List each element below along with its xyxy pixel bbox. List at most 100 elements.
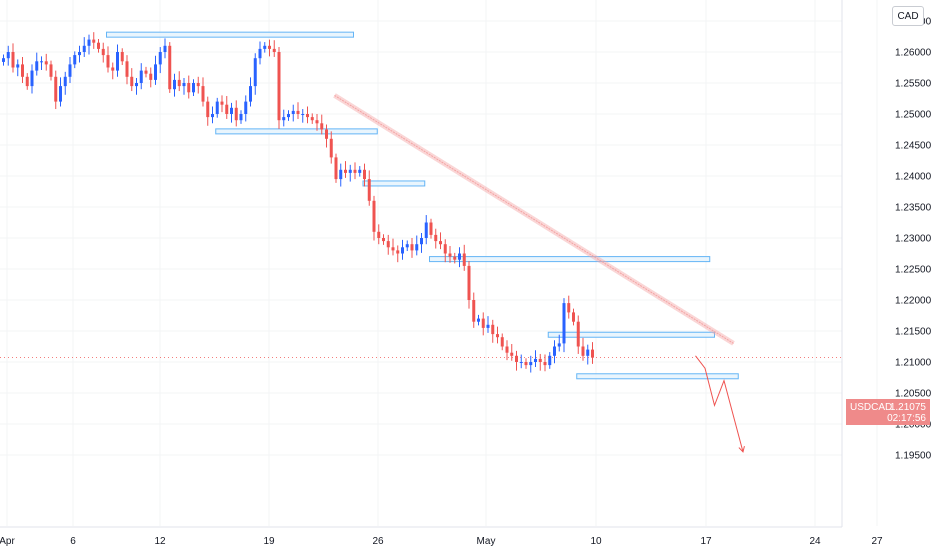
candle-body xyxy=(576,321,580,347)
candle-body xyxy=(139,70,143,83)
y-tick-label: 1.25000 xyxy=(895,110,932,121)
candle-body xyxy=(154,64,157,80)
y-tick-label: 1.24000 xyxy=(895,172,932,183)
candle-body xyxy=(215,101,219,114)
candle-body xyxy=(220,101,224,105)
candle-body xyxy=(557,343,561,347)
candle-body xyxy=(177,79,181,87)
candle-body xyxy=(59,86,62,102)
candle-body xyxy=(21,64,24,77)
candle-body xyxy=(234,107,238,121)
candle-body xyxy=(158,52,162,65)
candle-body xyxy=(187,83,191,93)
candle-body xyxy=(206,101,210,118)
candle-body xyxy=(287,114,290,118)
candle-body xyxy=(334,157,338,180)
candle-body xyxy=(396,250,400,254)
candle-body xyxy=(567,303,571,313)
candle-body xyxy=(149,73,153,80)
candle-body xyxy=(553,346,556,356)
sr-zone xyxy=(576,373,739,380)
candle-body xyxy=(30,70,34,87)
candle-body xyxy=(496,334,499,338)
candle-body xyxy=(211,114,214,118)
y-tick-label: 1.26000 xyxy=(895,48,932,59)
candle-body xyxy=(201,86,205,102)
y-tick-label: 1.25500 xyxy=(895,79,932,90)
y-tick-label: 1.19500 xyxy=(895,451,932,462)
candle-body xyxy=(301,114,305,115)
candle-body xyxy=(111,67,115,71)
candle-body xyxy=(543,362,547,366)
candle-body xyxy=(358,169,362,173)
y-tick-label: 1.22000 xyxy=(895,296,932,307)
candle-body xyxy=(244,101,248,114)
y-tick-label: 1.20000 xyxy=(895,420,932,431)
candle-body xyxy=(192,83,195,93)
projection-line xyxy=(695,355,744,453)
candle-body xyxy=(515,355,518,362)
candle-body xyxy=(462,253,466,266)
sr-zone xyxy=(362,180,426,187)
candle-body xyxy=(120,52,124,62)
candle-body xyxy=(249,86,252,102)
trendline xyxy=(333,93,735,346)
candle-body xyxy=(344,169,347,173)
grid xyxy=(0,0,878,526)
candle-body xyxy=(524,362,528,366)
candle-body xyxy=(320,123,324,130)
candle-body xyxy=(92,39,96,43)
price-tag: USDCAD 1.21075 02:17:56 xyxy=(846,399,930,425)
candle-body xyxy=(277,52,281,121)
candle-body xyxy=(272,48,276,52)
x-tick-label: 24 xyxy=(809,536,821,547)
candle-body xyxy=(263,45,267,49)
candle-body xyxy=(68,64,72,77)
x-tick-label: 27 xyxy=(871,536,883,547)
candle-body xyxy=(538,358,542,362)
candle-body xyxy=(35,61,39,71)
candle-body xyxy=(196,83,200,87)
candle-body xyxy=(448,253,452,257)
candle-body xyxy=(82,45,86,52)
candle-body xyxy=(6,52,10,59)
y-tick-label: 1.21000 xyxy=(895,358,932,369)
x-tick-label: 12 xyxy=(154,536,166,547)
y-axis[interactable]: 1.265001.260001.255001.250001.245001.240… xyxy=(841,0,932,527)
candle-body xyxy=(239,114,243,121)
candle-body xyxy=(282,117,286,121)
candle-body xyxy=(144,70,148,74)
candle-body xyxy=(372,200,376,232)
candle-body xyxy=(16,64,20,68)
candle-body xyxy=(106,55,110,68)
y-tick-label: 1.21500 xyxy=(895,327,932,338)
y-tick-label: 1.22500 xyxy=(895,265,932,276)
candle-body xyxy=(420,238,423,245)
candle-body xyxy=(168,45,172,90)
y-tick-label: 1.23000 xyxy=(895,234,932,245)
x-axis[interactable]: Apr 6 12 19 26 May 10 17 24 27 xyxy=(0,526,883,547)
candle-body xyxy=(586,349,590,356)
candle-body xyxy=(40,61,43,63)
candle-body xyxy=(534,358,537,362)
currency-badge[interactable]: CAD xyxy=(892,6,924,26)
x-tick-label: May xyxy=(477,536,496,547)
candle-body xyxy=(401,247,404,254)
candle-body xyxy=(382,238,385,242)
candle-body xyxy=(548,355,552,366)
candle-body xyxy=(11,52,15,68)
candle-body xyxy=(458,253,461,260)
candle-body xyxy=(296,110,300,114)
symbol-label: USDCAD xyxy=(850,402,893,413)
sr-zone xyxy=(547,331,715,338)
candle-body xyxy=(310,117,314,121)
price-label: 1.21075 xyxy=(889,402,926,413)
currency-label: CAD xyxy=(897,10,919,22)
candle-body xyxy=(101,48,105,56)
support-resistance-zones xyxy=(106,31,739,380)
candle-body xyxy=(443,244,447,254)
candle-body xyxy=(391,247,395,251)
candle-body xyxy=(78,52,81,56)
candle-body xyxy=(2,58,5,62)
